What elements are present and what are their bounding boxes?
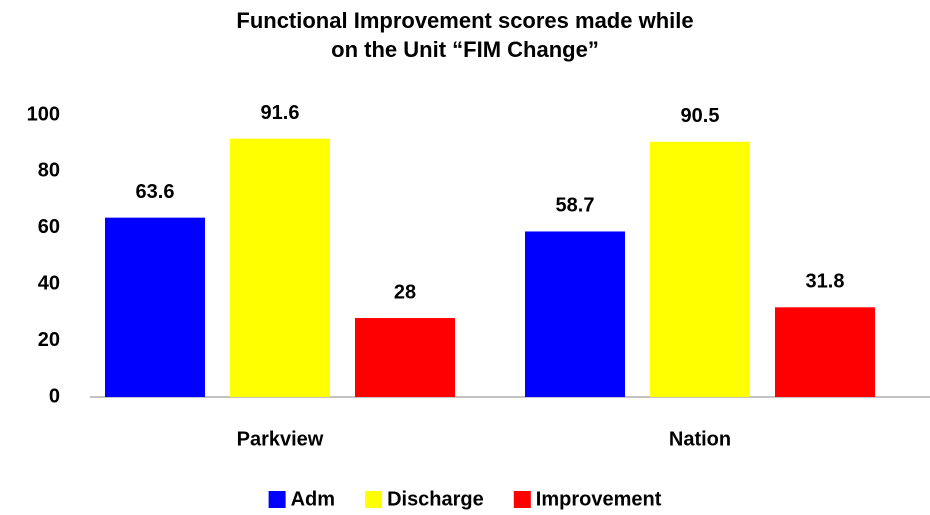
data-label: 91.6	[261, 102, 300, 124]
y-tick-label: 60	[38, 216, 60, 238]
legend-label: Improvement	[536, 488, 662, 510]
data-label: 63.6	[136, 181, 175, 203]
data-label: 58.7	[556, 195, 595, 217]
y-tick-label: 20	[38, 329, 60, 351]
y-tick-label: 80	[38, 160, 60, 182]
data-label: 31.8	[806, 271, 845, 293]
bar	[105, 217, 205, 397]
y-tick-label: 100	[27, 103, 60, 125]
legend-swatch	[268, 491, 286, 508]
x-tick-label: Parkview	[237, 428, 324, 450]
legend-swatch	[365, 491, 383, 508]
bar	[650, 141, 750, 397]
legend-swatch	[513, 491, 531, 508]
legend-label: Adm	[291, 488, 335, 510]
y-tick-label: 40	[38, 272, 60, 294]
bar	[775, 307, 875, 397]
data-label: 28	[394, 281, 416, 303]
bar	[525, 231, 625, 397]
chart-title: Functional Improvement scores made while	[236, 8, 693, 33]
bar	[230, 138, 330, 398]
data-label: 90.5	[681, 105, 720, 127]
bar	[355, 318, 455, 397]
x-tick-label: Nation	[669, 428, 731, 450]
chart-title: on the Unit “FIM Change”	[331, 37, 599, 62]
y-tick-label: 0	[49, 385, 60, 407]
legend-label: Discharge	[387, 488, 484, 510]
